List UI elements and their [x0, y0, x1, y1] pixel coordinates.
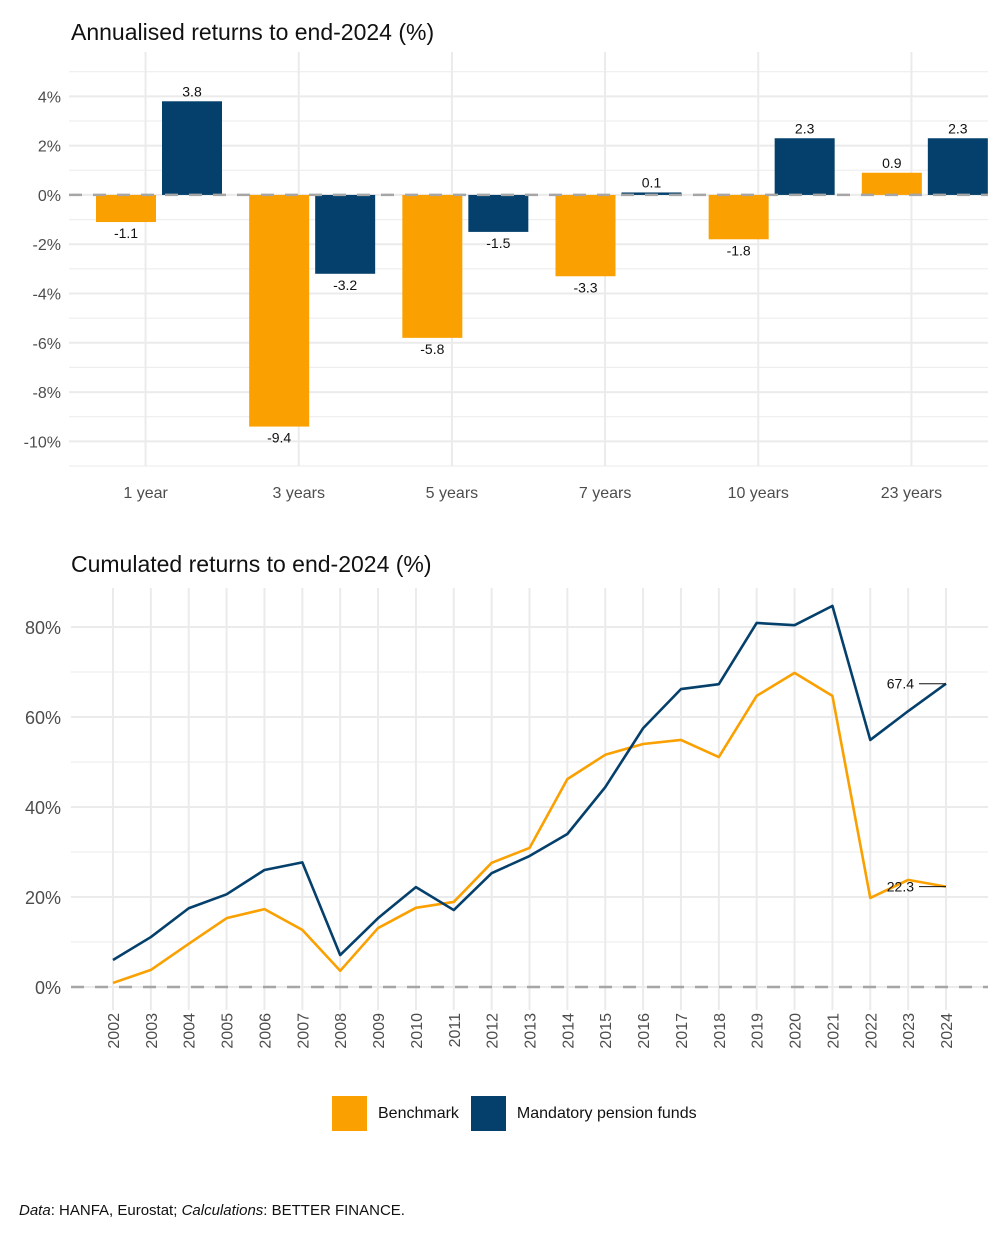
x-tick-label: 2018 — [712, 1013, 729, 1049]
chart1-data-labels: -1.1 -9.4 -5.8 -3.3 -1.8 0.9 3.8 -3.2 -1.5 0.1 2.3… — [114, 83, 968, 445]
chart2-x-axis: 2002 2003 2004 2005 2006 2007 2008 2009 2010 2011… — [106, 1013, 956, 1049]
x-tick-label: 5 years — [426, 485, 478, 502]
chart1-title: Annualised returns to end-2024 (%) — [71, 19, 434, 45]
x-tick-label: 2013 — [523, 1013, 540, 1049]
x-tick-label: 2011 — [447, 1013, 464, 1048]
chart2-title: Cumulated returns to end-2024 (%) — [71, 551, 432, 577]
chart1-bars — [96, 101, 988, 427]
x-tick-label: 2006 — [257, 1013, 274, 1049]
bar-mandatory-pension-funds-1-year — [162, 101, 222, 195]
line-mandatory-pension-funds — [112, 604, 947, 962]
bar-benchmark-7-years — [555, 194, 616, 277]
source-calc-label: Calculations — [181, 1202, 264, 1219]
x-tick-label: 7 years — [579, 485, 631, 502]
y-tick-label: 60% — [25, 708, 61, 728]
y-tick-label: 4% — [38, 89, 61, 106]
x-tick-label: 2022 — [863, 1013, 880, 1049]
line-benchmark — [112, 671, 947, 985]
data-label: 3.8 — [182, 83, 202, 99]
chart2-lines — [112, 604, 947, 985]
cumulated-returns-chart: Cumulated returns to end-2024 (%) 22.3 67… — [25, 551, 988, 1049]
x-tick-label: 2021 — [825, 1013, 842, 1049]
legend-label-mandatory: Mandatory pension funds — [516, 1104, 697, 1122]
x-tick-label: 23 years — [881, 485, 942, 502]
y-tick-label: 0% — [35, 978, 61, 998]
data-label: 0.9 — [882, 155, 902, 171]
y-tick-label: -6% — [33, 336, 61, 353]
chart2-y-axis: 0% 20% 40% 60% 80% — [25, 618, 61, 998]
annualised-returns-chart: Annualised returns to end-2024 (%) -1.1-… — [24, 19, 988, 502]
end-label-benchmark: 22.3 — [887, 879, 914, 895]
x-tick-label: 2015 — [598, 1013, 615, 1049]
data-label: -1.1 — [114, 225, 138, 241]
bar-benchmark-5-years — [402, 194, 463, 338]
bar-benchmark-23-years — [861, 172, 922, 195]
x-tick-label: 2012 — [485, 1013, 502, 1049]
data-label: -3.3 — [573, 279, 597, 295]
x-tick-label: 2019 — [750, 1013, 767, 1049]
chart2-end-labels: 22.3 67.4 — [887, 676, 946, 895]
y-tick-label: 20% — [25, 888, 61, 908]
x-tick-label: 2007 — [295, 1013, 312, 1049]
bar-mandatory-pension-funds-5-years — [468, 194, 529, 232]
legend: Benchmark Mandatory pension funds — [332, 1096, 709, 1131]
y-tick-label: -8% — [33, 385, 61, 402]
end-label-mandatory-pension-funds: 67.4 — [887, 676, 914, 692]
chart1-x-axis: 1 year 3 years 5 years 7 years 10 years 23 ye… — [123, 485, 942, 502]
bar-benchmark-3-years — [249, 194, 310, 427]
bar-benchmark-1-year — [96, 194, 156, 223]
x-tick-label: 2005 — [220, 1013, 237, 1049]
chart2-grid — [71, 588, 988, 1010]
x-tick-label: 2004 — [182, 1013, 199, 1049]
x-tick-label: 10 years — [728, 485, 789, 502]
source-data-label: Data — [19, 1202, 51, 1219]
data-label: -1.8 — [727, 242, 751, 258]
y-tick-label: 40% — [25, 798, 61, 818]
data-label: 2.3 — [948, 120, 968, 136]
x-tick-label: 2002 — [106, 1013, 123, 1049]
legend-swatch-benchmark — [332, 1096, 367, 1131]
source-note: Data: HANFA, Eurostat; Calculations: BET… — [19, 1202, 405, 1219]
x-tick-label: 1 year — [123, 485, 168, 502]
x-tick-label: 2003 — [144, 1013, 161, 1049]
bar-mandatory-pension-funds-23-years — [927, 138, 988, 195]
legend-swatch-mandatory — [470, 1096, 506, 1131]
x-tick-label: 2008 — [333, 1013, 350, 1049]
legend-label-benchmark: Benchmark — [378, 1104, 459, 1122]
x-tick-label: 2020 — [788, 1013, 805, 1049]
x-tick-label: 2016 — [636, 1013, 653, 1049]
data-label: 0.1 — [642, 174, 662, 190]
chart1-y-axis: 4% 2% 0% -2% -4% -6% -8% -10% — [24, 89, 61, 451]
y-tick-label: 0% — [38, 188, 61, 205]
data-label: 2.3 — [795, 120, 815, 136]
bar-benchmark-10-years — [708, 194, 769, 240]
x-tick-label: 2017 — [674, 1013, 691, 1049]
y-tick-label: -2% — [33, 237, 61, 254]
data-label: -1.5 — [486, 235, 510, 251]
source-calc-text: : BETTER FINANCE. — [263, 1202, 405, 1219]
data-label: -3.2 — [333, 277, 357, 293]
data-label: -9.4 — [267, 430, 291, 446]
y-tick-label: 80% — [25, 618, 61, 638]
x-tick-label: 2024 — [939, 1013, 956, 1049]
y-tick-label: 2% — [38, 139, 61, 156]
source-data-text: : HANFA, Eurostat; — [50, 1202, 182, 1219]
bar-mandatory-pension-funds-3-years — [315, 194, 376, 274]
x-tick-label: 2014 — [560, 1013, 577, 1049]
x-tick-label: 2023 — [901, 1013, 918, 1049]
x-tick-label: 2009 — [371, 1013, 388, 1049]
x-tick-label: 3 years — [273, 485, 325, 502]
bar-mandatory-pension-funds-10-years — [774, 138, 835, 195]
y-tick-label: -4% — [33, 287, 61, 304]
y-tick-label: -10% — [24, 434, 61, 451]
x-tick-label: 2010 — [409, 1013, 426, 1049]
data-label: -5.8 — [420, 341, 444, 357]
